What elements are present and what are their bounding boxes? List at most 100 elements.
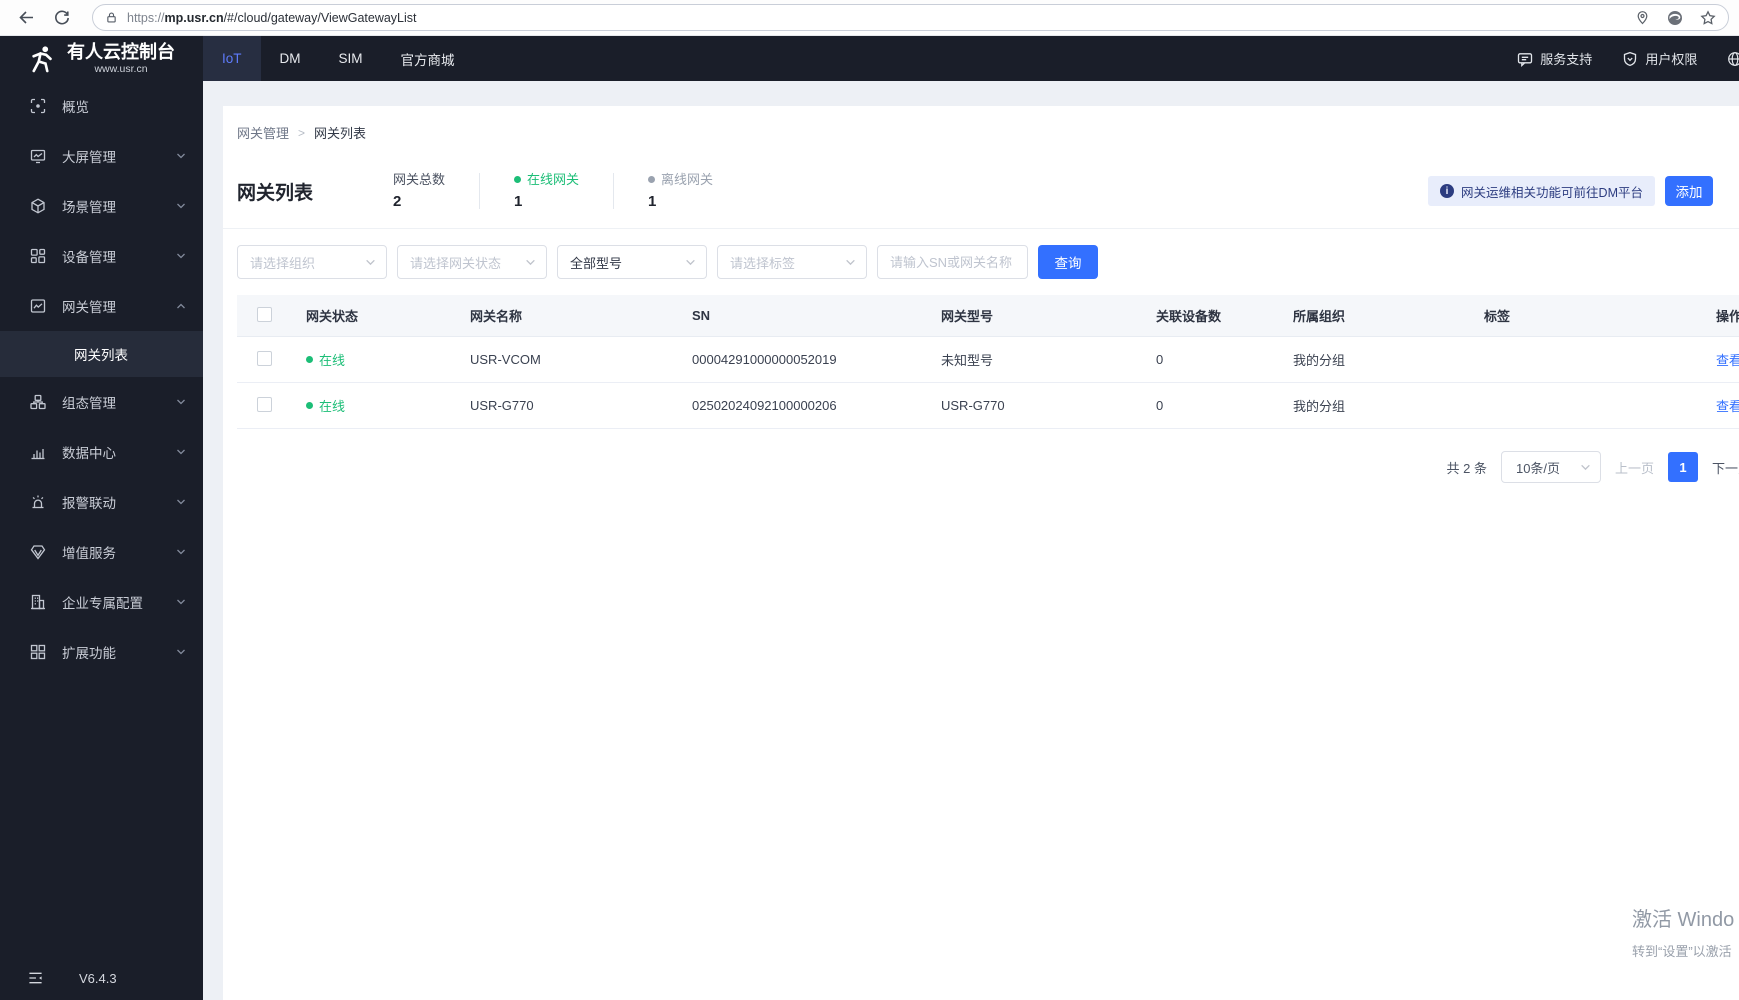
column-header-name: 网关名称 bbox=[470, 309, 523, 324]
lock-icon bbox=[105, 11, 118, 24]
sidebar-item-device-mgmt[interactable]: 设备管理 bbox=[0, 231, 203, 281]
address-bar[interactable]: https://mp.usr.cn/#/cloud/gateway/ViewGa… bbox=[92, 4, 1729, 31]
online-dot-icon bbox=[306, 402, 313, 409]
header-right-menu: 服务支持 用户权限 E bbox=[1517, 49, 1739, 68]
support-menu[interactable]: 服务支持 bbox=[1517, 49, 1592, 68]
query-button[interactable]: 查询 bbox=[1038, 245, 1098, 279]
location-icon[interactable] bbox=[1635, 10, 1650, 25]
divider bbox=[613, 173, 615, 209]
extension-icon bbox=[30, 644, 46, 660]
column-header-org: 所属组织 bbox=[1293, 309, 1346, 324]
back-button[interactable] bbox=[8, 3, 44, 33]
linked-device-count: 0 bbox=[1156, 352, 1164, 367]
sidebar-item-screen-mgmt[interactable]: 大屏管理 bbox=[0, 131, 203, 181]
gateway-org: 我的分组 bbox=[1293, 399, 1346, 414]
page-1-button[interactable]: 1 bbox=[1667, 452, 1698, 482]
chevron-down-icon bbox=[685, 257, 696, 268]
page-size-value: 10条/页 bbox=[1515, 460, 1561, 476]
sidebar-item-extensions[interactable]: 扩展功能 bbox=[0, 627, 203, 677]
chevron-down-icon bbox=[176, 251, 186, 261]
tab-dm[interactable]: DM bbox=[279, 51, 301, 66]
favorite-star-icon[interactable] bbox=[1700, 9, 1716, 26]
sidebar-item-label: 大屏管理 bbox=[62, 150, 116, 165]
offline-dot-icon bbox=[648, 176, 656, 183]
gateway-icon bbox=[30, 298, 46, 314]
divider bbox=[223, 228, 1739, 229]
main-content: 网关管理 > 网关列表 网关列表 网关总数 2 在线网关 1 离线网关 1 bbox=[203, 81, 1739, 1000]
screen-icon bbox=[30, 148, 46, 164]
add-gateway-button[interactable]: 添加 bbox=[1665, 176, 1713, 206]
sidebar-item-label: 企业专属配置 bbox=[62, 596, 143, 611]
sidebar-item-data-center[interactable]: 数据中心 bbox=[0, 427, 203, 477]
gateway-status-select[interactable]: 请选择网关状态 bbox=[397, 245, 547, 279]
org-select[interactable]: 请选择组织 bbox=[237, 245, 387, 279]
sn-search-input[interactable] bbox=[877, 245, 1028, 279]
chevron-down-icon bbox=[176, 151, 186, 161]
select-all-checkbox[interactable] bbox=[257, 306, 272, 322]
brand-logo[interactable]: 有人云控制台 www.usr.cn bbox=[0, 36, 203, 81]
sidebar: 概览 大屏管理 场景管理 设备管理 网关管理 网关列表 组态管理 bbox=[0, 81, 203, 1000]
next-page-button[interactable]: 下一页 bbox=[1711, 460, 1739, 476]
model-select-value: 全部型号 bbox=[570, 255, 623, 271]
language-menu[interactable]: E bbox=[1727, 51, 1739, 67]
sidebar-item-label: 概览 bbox=[62, 100, 89, 115]
sidebar-item-label: 扩展功能 bbox=[62, 646, 116, 661]
sidebar-item-label: 组态管理 bbox=[62, 396, 116, 411]
notice-text: 网关运维相关功能可前往DM平台 bbox=[1461, 185, 1643, 200]
tab-mall[interactable]: 官方商城 bbox=[400, 52, 455, 68]
stat-offline-label: 离线网关 bbox=[661, 172, 714, 187]
tag-select[interactable]: 请选择标签 bbox=[717, 245, 867, 279]
tab-iot[interactable]: IoT bbox=[203, 36, 261, 81]
column-header-tag: 标签 bbox=[1484, 309, 1511, 324]
chevron-down-icon bbox=[1580, 462, 1591, 473]
collapse-sidebar-icon[interactable] bbox=[28, 971, 43, 985]
sidebar-item-value-added-services[interactable]: 增值服务 bbox=[0, 527, 203, 577]
prev-page-button[interactable]: 上一页 bbox=[1614, 460, 1654, 476]
chat-icon bbox=[1518, 52, 1533, 67]
browser-logo-icon[interactable] bbox=[1667, 10, 1683, 26]
sidebar-item-label: 设备管理 bbox=[62, 250, 116, 265]
row-checkbox[interactable] bbox=[257, 350, 272, 366]
sidebar-item-overview[interactable]: 概览 bbox=[0, 81, 203, 131]
chevron-down-icon bbox=[176, 201, 186, 211]
sidebar-item-scada-mgmt[interactable]: 组态管理 bbox=[0, 377, 203, 427]
column-header-sn: SN bbox=[692, 308, 711, 323]
permission-menu[interactable]: 用户权限 bbox=[1622, 49, 1697, 68]
org-select-placeholder: 请选择组织 bbox=[250, 255, 316, 271]
chevron-down-icon bbox=[845, 257, 856, 268]
online-dot-icon bbox=[306, 356, 313, 363]
breadcrumb-separator: > bbox=[298, 125, 306, 140]
refresh-icon bbox=[55, 10, 69, 24]
globe-icon bbox=[1728, 51, 1739, 66]
status-badge: 在线 bbox=[319, 353, 346, 368]
dm-platform-notice: i 网关运维相关功能可前往DM平台 bbox=[1428, 176, 1655, 206]
gateway-model: 未知型号 bbox=[941, 353, 994, 368]
row-checkbox[interactable] bbox=[257, 396, 272, 412]
tag-select-placeholder: 请选择标签 bbox=[730, 255, 796, 271]
sidebar-item-enterprise-config[interactable]: 企业专属配置 bbox=[0, 577, 203, 627]
tab-sim[interactable]: SIM bbox=[338, 51, 363, 66]
sidebar-footer: V6.4.3 bbox=[0, 956, 203, 1000]
breadcrumb-gateway-mgmt[interactable]: 网关管理 bbox=[237, 126, 290, 141]
gateway-stats: 网关总数 2 在线网关 1 离线网关 1 bbox=[393, 173, 713, 209]
chevron-down-icon bbox=[525, 257, 536, 268]
support-label: 服务支持 bbox=[1540, 52, 1593, 67]
sidebar-item-scene-mgmt[interactable]: 场景管理 bbox=[0, 181, 203, 231]
sidebar-item-alarm-linkage[interactable]: 报警联动 bbox=[0, 477, 203, 527]
refresh-button[interactable] bbox=[44, 3, 80, 33]
breadcrumb: 网关管理 > 网关列表 bbox=[237, 123, 1739, 142]
status-select-placeholder: 请选择网关状态 bbox=[410, 255, 502, 271]
overview-icon bbox=[30, 98, 46, 114]
sidebar-item-gateway-list[interactable]: 网关列表 bbox=[0, 331, 203, 377]
column-header-model: 网关型号 bbox=[941, 309, 994, 324]
sidebar-item-label: 数据中心 bbox=[62, 446, 116, 461]
sidebar-item-label: 报警联动 bbox=[62, 496, 116, 511]
windows-activation-watermark: 激活 Windo 转到“设置”以激活 bbox=[1632, 903, 1734, 960]
view-link[interactable]: 查看 bbox=[1716, 399, 1739, 414]
model-select[interactable]: 全部型号 bbox=[557, 245, 707, 279]
stat-online-value: 1 bbox=[514, 193, 523, 210]
sidebar-item-gateway-mgmt[interactable]: 网关管理 bbox=[0, 281, 203, 331]
page-size-select[interactable]: 10条/页 bbox=[1500, 451, 1601, 483]
view-link[interactable]: 查看 bbox=[1716, 353, 1739, 368]
table-row: 在线 USR-VCOM 00004291000000052019 未知型号 0 … bbox=[237, 337, 1739, 383]
